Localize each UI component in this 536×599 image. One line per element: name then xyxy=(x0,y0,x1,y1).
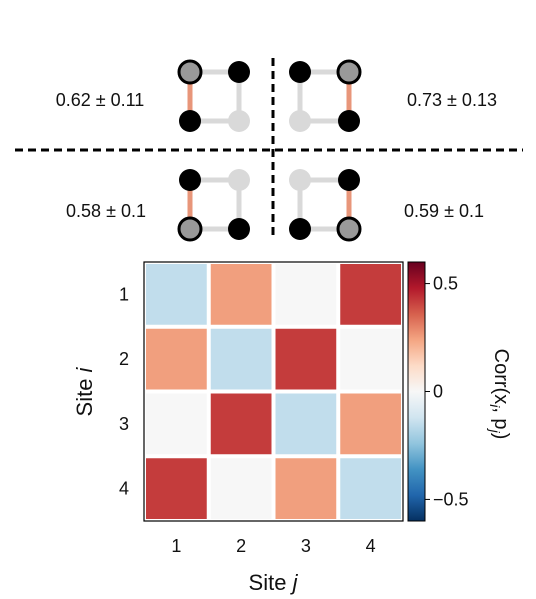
heatmap-cell-r3-c3 xyxy=(275,393,337,455)
heatmap-cell-r2-c1 xyxy=(146,328,207,390)
heatmap-cell-r2-c3 xyxy=(275,328,337,390)
heatmap-cell-r4-c1 xyxy=(146,458,207,519)
plaquette-bottom-right xyxy=(289,169,362,242)
heatmap-cell-r3-c1 xyxy=(146,393,207,455)
heatmap-cell-r4-c3 xyxy=(275,458,337,519)
y-tick-labels: 1 2 3 4 xyxy=(119,284,129,498)
site-bl xyxy=(289,110,311,132)
y-tick-label: 3 xyxy=(119,414,129,434)
x-tick-label: 2 xyxy=(236,536,246,556)
colorbar: 0.5 0 −0.5 Corr(xi, pj) xyxy=(407,261,512,522)
site-br xyxy=(338,110,360,132)
heatmap-cell-r1-c4 xyxy=(340,264,401,325)
site-bl xyxy=(289,218,311,240)
plaquette-value-top-left: 0.62 ± 0.11 xyxy=(56,90,145,110)
heatmap-cell-r3-c4 xyxy=(340,393,401,455)
heatmap-cell-r1-c2 xyxy=(210,264,272,325)
site-bl xyxy=(177,216,203,242)
x-tick-labels: 1 2 3 4 xyxy=(171,536,375,556)
x-tick-label: 4 xyxy=(366,536,376,556)
y-tick-label: 1 xyxy=(119,284,129,304)
heatmap-cell-r4-c2 xyxy=(210,458,272,519)
colorbar-tick-label: −0.5 xyxy=(433,489,469,509)
heatmap: 1 2 3 4 1 2 3 4 Site j Site i xyxy=(72,261,404,595)
heatmap-cell-r4-c4 xyxy=(340,458,401,519)
colorbar-label: Corr(xi, pj) xyxy=(487,349,512,440)
site-br xyxy=(228,110,250,132)
y-axis-label: Site i xyxy=(72,366,97,416)
plaquette-bottom-left xyxy=(177,169,250,242)
site-tl xyxy=(289,169,311,191)
heatmap-cell-r2-c4 xyxy=(340,328,401,390)
heatmap-cell-r1-c1 xyxy=(146,264,207,325)
colorbar-gradient xyxy=(407,261,426,522)
x-tick-label: 1 xyxy=(171,536,181,556)
site-tl xyxy=(289,61,311,83)
plaquette-panel: 0.62 ± 0.11 0.73 ± 0.13 0.58 ± 0.1 0.59 … xyxy=(15,58,523,242)
plaquette-top-right xyxy=(289,59,362,132)
site-tl xyxy=(179,169,201,191)
x-tick-label: 3 xyxy=(301,536,311,556)
y-tick-label: 4 xyxy=(119,479,129,499)
site-tr xyxy=(338,169,360,191)
site-tl xyxy=(177,59,203,85)
colorbar-tick-label: 0 xyxy=(433,382,443,402)
plaquette-value-bottom-left: 0.58 ± 0.1 xyxy=(66,201,146,221)
site-tr xyxy=(228,61,250,83)
site-tr xyxy=(228,169,250,191)
plaquette-value-top-right: 0.73 ± 0.13 xyxy=(407,90,497,110)
site-br xyxy=(336,216,362,242)
site-bl xyxy=(179,110,201,132)
heatmap-cell-r3-c2 xyxy=(210,393,272,455)
x-axis-label: Site j xyxy=(249,570,299,595)
site-tr xyxy=(336,59,362,85)
plaquette-top-left xyxy=(177,59,250,132)
colorbar-ticks: 0.5 0 −0.5 xyxy=(425,274,469,509)
heatmap-cells xyxy=(146,264,401,519)
site-br xyxy=(228,218,250,240)
plaquette-value-bottom-right: 0.59 ± 0.1 xyxy=(404,201,484,221)
colorbar-tick-label: 0.5 xyxy=(433,274,458,294)
heatmap-cell-r1-c3 xyxy=(275,264,337,325)
heatmap-cell-r2-c2 xyxy=(210,328,272,390)
y-tick-label: 2 xyxy=(119,349,129,369)
